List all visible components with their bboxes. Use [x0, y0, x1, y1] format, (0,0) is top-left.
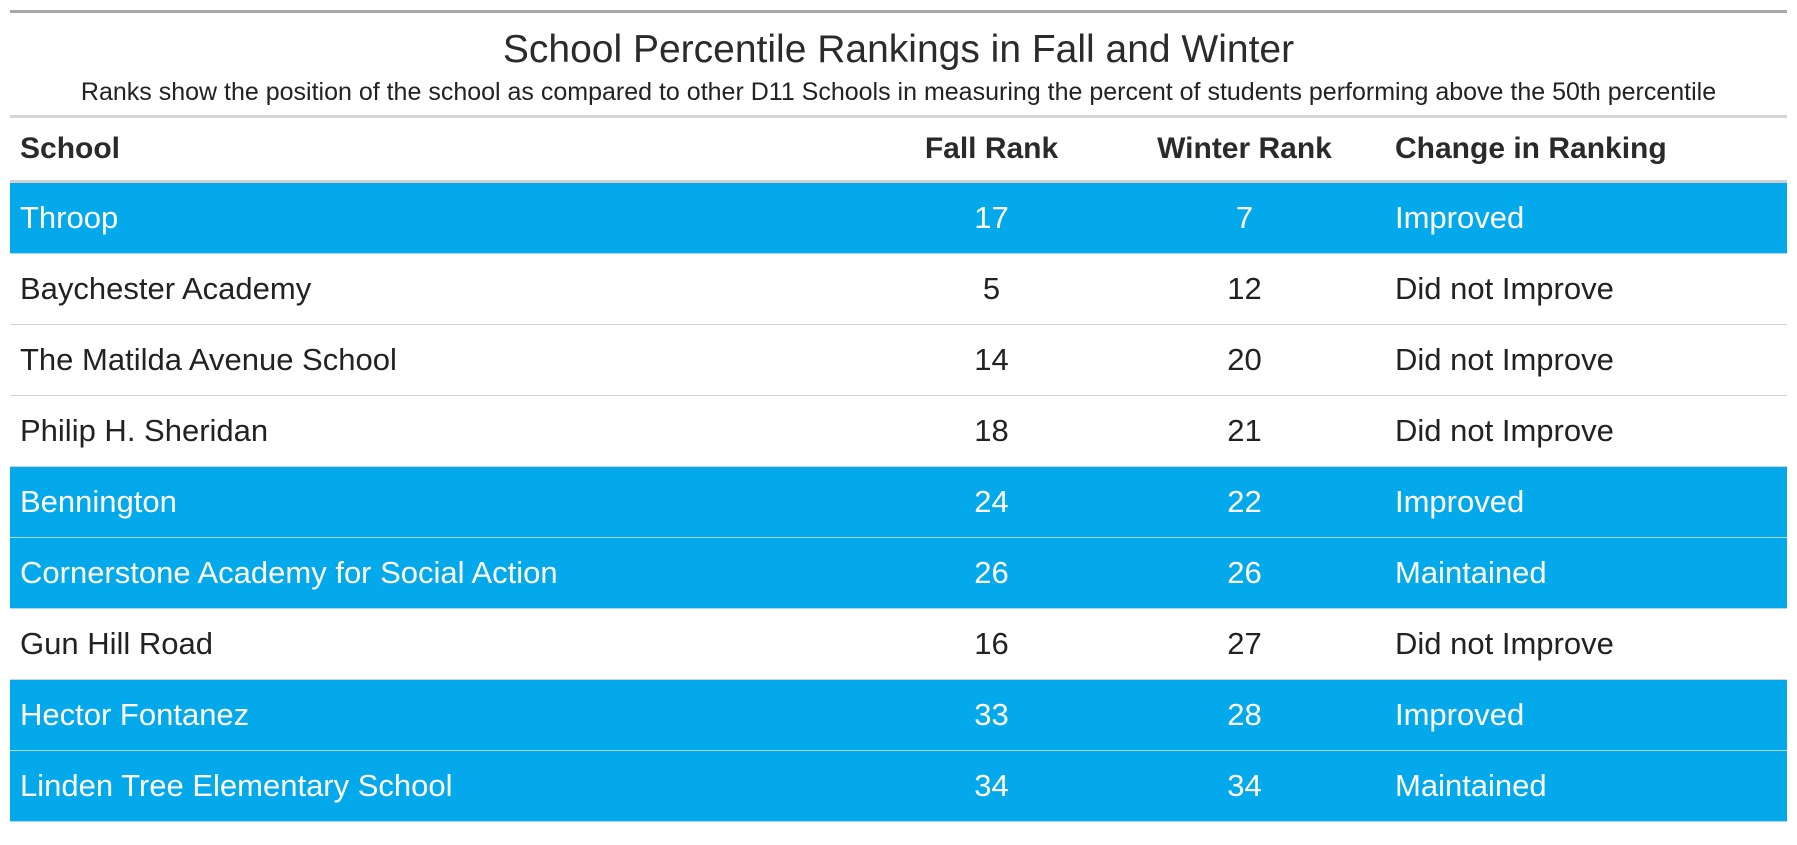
cell-school: Throop [10, 181, 865, 254]
cell-fall-rank: 14 [865, 324, 1118, 396]
cell-school: Baychester Academy [10, 253, 865, 325]
top-rule [10, 10, 1787, 13]
cell-change: Maintained [1371, 537, 1787, 609]
cell-fall-rank: 34 [865, 750, 1118, 822]
table-row: The Matilda Avenue School 14 20 Did not Imp… [10, 324, 1787, 396]
cell-winter-rank: 26 [1118, 537, 1371, 609]
cell-change: Did not Improve [1371, 395, 1787, 467]
cell-winter-rank: 21 [1118, 395, 1371, 467]
cell-winter-rank: 27 [1118, 608, 1371, 680]
rankings-table-widget: School Percentile Rankings in Fall and W… [10, 10, 1787, 822]
cell-school: Bennington [10, 466, 865, 538]
table-subtitle: Ranks show the position of the school as… [80, 78, 1717, 106]
cell-fall-rank: 16 [865, 608, 1118, 680]
cell-school: Cornerstone Academy for Social Action [10, 537, 865, 609]
cell-change: Improved [1371, 679, 1787, 751]
cell-change: Improved [1371, 466, 1787, 538]
cell-winter-rank: 20 [1118, 324, 1371, 396]
table-body: Throop 17 7 Improved Baychester Academy 5 12 Di… [10, 181, 1787, 822]
table-row: Baychester Academy 5 12 Did not Improve [10, 253, 1787, 325]
cell-change: Improved [1371, 181, 1787, 254]
table-row: Linden Tree Elementary School 34 34 Maintai… [10, 750, 1787, 822]
cell-school: Hector Fontanez [10, 679, 865, 751]
table-row: Cornerstone Academy for Social Action 26 2… [10, 537, 1787, 609]
table-row: Bennington 24 22 Improved [10, 466, 1787, 538]
cell-winter-rank: 28 [1118, 679, 1371, 751]
cell-school: Linden Tree Elementary School [10, 750, 865, 822]
cell-winter-rank: 22 [1118, 466, 1371, 538]
cell-fall-rank: 33 [865, 679, 1118, 751]
subtitle-rule [10, 115, 1787, 118]
cell-school: Gun Hill Road [10, 608, 865, 680]
cell-winter-rank: 34 [1118, 750, 1371, 822]
column-header-change: Change in Ranking [1371, 118, 1787, 183]
cell-change: Did not Improve [1371, 253, 1787, 325]
cell-fall-rank: 24 [865, 466, 1118, 538]
cell-fall-rank: 5 [865, 253, 1118, 325]
rankings-table: School Fall Rank Winter Rank Change in R… [10, 118, 1787, 822]
table-row: Hector Fontanez 33 28 Improved [10, 679, 1787, 751]
table-title: School Percentile Rankings in Fall and W… [502, 28, 1295, 71]
cell-fall-rank: 18 [865, 395, 1118, 467]
table-row: Throop 17 7 Improved [10, 181, 1787, 254]
cell-school: Philip H. Sheridan [10, 395, 865, 467]
table-row: Gun Hill Road 16 27 Did not Improve [10, 608, 1787, 680]
header-row: School Fall Rank Winter Rank Change in R… [10, 118, 1787, 183]
column-header-winter-rank: Winter Rank [1118, 118, 1371, 183]
table-row: Philip H. Sheridan 18 21 Did not Improve [10, 395, 1787, 467]
cell-change: Maintained [1371, 750, 1787, 822]
cell-winter-rank: 7 [1118, 181, 1371, 254]
cell-fall-rank: 17 [865, 181, 1118, 254]
column-header-fall-rank: Fall Rank [865, 118, 1118, 183]
cell-change: Did not Improve [1371, 608, 1787, 680]
cell-school: The Matilda Avenue School [10, 324, 865, 396]
cell-change: Did not Improve [1371, 324, 1787, 396]
cell-winter-rank: 12 [1118, 253, 1371, 325]
cell-fall-rank: 26 [865, 537, 1118, 609]
column-header-school: School [10, 118, 865, 183]
